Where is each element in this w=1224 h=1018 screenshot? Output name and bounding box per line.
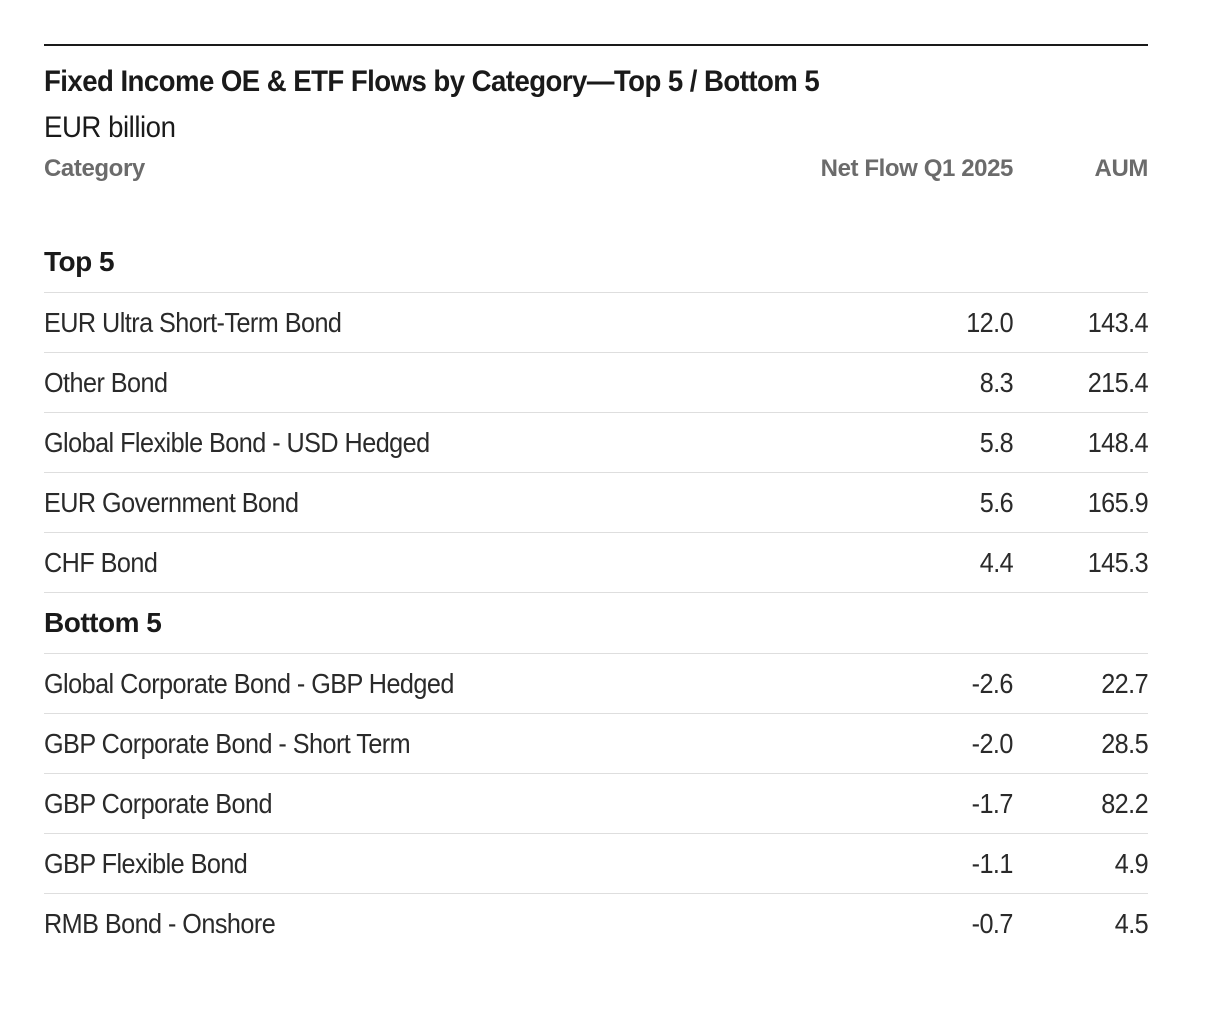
table-row: Other Bond 8.3 215.4 — [44, 352, 1149, 413]
aum-cell: 28.5 — [1013, 713, 1149, 774]
aum-cell: 148.4 — [1013, 412, 1149, 473]
top-rule — [44, 44, 1148, 46]
table-body: Top 5 EUR Ultra Short-Term Bond 12.0 143… — [44, 192, 1149, 953]
flows-table-figure: Fixed Income OE & ETF Flows by Category—… — [44, 44, 1149, 953]
table-row: Global Flexible Bond - USD Hedged 5.8 14… — [44, 412, 1149, 473]
category-cell: GBP Corporate Bond — [44, 773, 713, 834]
aum-cell: 4.5 — [1013, 893, 1149, 953]
table-row: GBP Corporate Bond -1.7 82.2 — [44, 773, 1149, 834]
table-row: EUR Ultra Short-Term Bond 12.0 143.4 — [44, 292, 1149, 353]
aum-cell: 143.4 — [1013, 292, 1149, 353]
table-row: GBP Flexible Bond -1.1 4.9 — [44, 833, 1149, 894]
net-flow-cell: 5.8 — [713, 412, 1014, 473]
aum-cell: 165.9 — [1013, 472, 1149, 533]
category-cell: Global Corporate Bond - GBP Hedged — [44, 653, 713, 714]
group-label: Top 5 — [44, 246, 115, 277]
category-cell: RMB Bond - Onshore — [44, 893, 713, 953]
table-row: RMB Bond - Onshore -0.7 4.5 — [44, 893, 1149, 953]
net-flow-cell: 4.4 — [713, 532, 1014, 593]
header-row: Category Net Flow Q1 2025 AUM — [44, 146, 1148, 192]
table-row: Global Corporate Bond - GBP Hedged -2.6 … — [44, 653, 1149, 714]
flows-table: Category Net Flow Q1 2025 AUM Top 5 EUR … — [44, 146, 1149, 953]
group-row-top-5: Top 5 — [44, 232, 1148, 293]
aum-cell: 145.3 — [1013, 532, 1149, 593]
category-cell: CHF Bond — [44, 532, 713, 593]
category-cell: Global Flexible Bond - USD Hedged — [44, 412, 713, 473]
group-row-bottom-5: Bottom 5 — [44, 592, 1148, 654]
aum-cell: 22.7 — [1013, 653, 1149, 714]
header-spacer — [44, 192, 1148, 232]
table-row: GBP Corporate Bond - Short Term -2.0 28.… — [44, 713, 1149, 774]
aum-cell: 4.9 — [1013, 833, 1149, 894]
net-flow-cell: -1.7 — [713, 773, 1014, 834]
aum-cell: 215.4 — [1013, 352, 1149, 413]
net-flow-cell: 5.6 — [713, 472, 1014, 533]
column-header-aum: AUM — [1094, 155, 1149, 182]
net-flow-cell: -1.1 — [713, 833, 1014, 894]
net-flow-cell: 12.0 — [713, 292, 1014, 353]
group-label: Bottom 5 — [44, 592, 1148, 654]
column-header-net-flow: Net Flow Q1 2025 — [820, 155, 1014, 182]
table-row: CHF Bond 4.4 145.3 — [44, 532, 1149, 593]
table-row: EUR Government Bond 5.6 165.9 — [44, 472, 1149, 533]
category-cell: EUR Ultra Short-Term Bond — [44, 292, 713, 353]
column-header-category: Category — [44, 155, 145, 182]
net-flow-cell: 8.3 — [713, 352, 1014, 413]
category-cell: EUR Government Bond — [44, 472, 713, 533]
category-cell: GBP Flexible Bond — [44, 833, 713, 894]
aum-cell: 82.2 — [1013, 773, 1149, 834]
net-flow-cell: -2.6 — [713, 653, 1014, 714]
category-cell: GBP Corporate Bond - Short Term — [44, 713, 713, 774]
chart-subtitle: EUR billion — [44, 111, 176, 144]
category-cell: Other Bond — [44, 352, 713, 413]
chart-title: Fixed Income OE & ETF Flows by Category—… — [44, 65, 820, 98]
net-flow-cell: -2.0 — [713, 713, 1014, 774]
net-flow-cell: -0.7 — [713, 893, 1014, 953]
